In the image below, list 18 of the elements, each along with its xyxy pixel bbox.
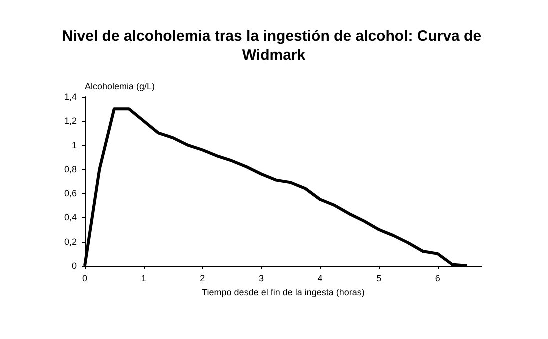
y-tick-label: 1,2 [64,116,77,126]
y-tick-label: 0,6 [64,188,77,199]
chart-title: Nivel de alcoholemia tras la ingestión de alcohol: Curva de Widmark [62,28,486,64]
x-tick-label: 1 [141,274,146,284]
x-tick-label: 0 [82,274,88,284]
x-tick-label: 3 [258,274,264,284]
y-tick-label: 0,2 [64,236,77,247]
y-tick-label: 0,8 [64,164,77,174]
x-tick-label: 4 [318,274,323,284]
x-tick-label: 2 [200,274,206,284]
y-tick-label: 1 [72,140,77,150]
y-tick-label: 1,4 [64,92,77,102]
y-tick-label: 0 [72,261,77,271]
x-tick-label: 6 [435,274,440,284]
y-axis-title: Alcoholemia (g/L) [85,82,156,92]
x-axis-title: Tiempo desde el fin de la ingesta (horas) [202,288,365,298]
y-tick-label: 0,4 [64,212,77,223]
x-tick-label: 5 [376,274,382,284]
